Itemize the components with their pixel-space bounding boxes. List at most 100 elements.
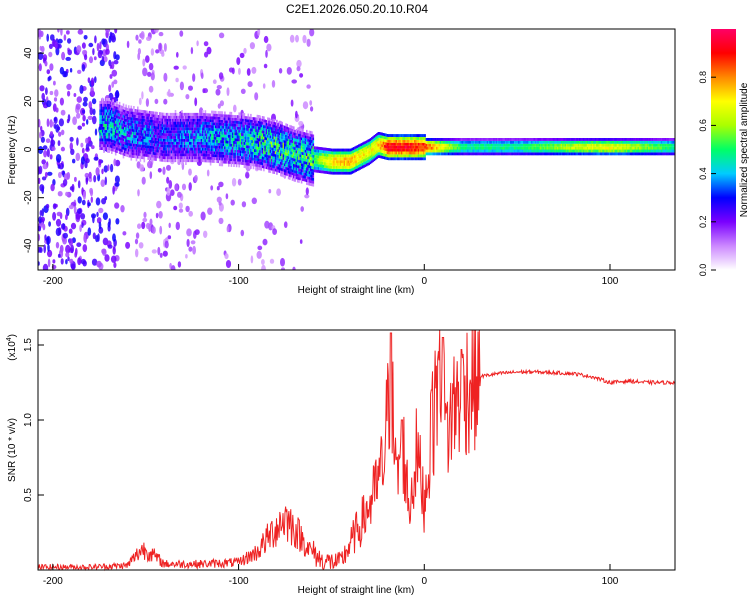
heatmap-ridge-cell (108, 124, 110, 127)
heatmap-ridge-cell (287, 159, 290, 162)
heatmap-ridge-cell (525, 143, 528, 147)
heatmap-ridge-cell (216, 125, 218, 129)
heatmap-ridge-cell (454, 146, 456, 150)
heatmap-ridge-cell (125, 104, 127, 108)
heatmap-ridge-cell (381, 141, 383, 145)
heatmap-noise-cell (159, 252, 163, 258)
heatmap-ridge-cell (307, 136, 309, 139)
heatmap-ridge-cell (208, 113, 211, 117)
heatmap-ridge-cell (163, 159, 165, 162)
heatmap-ridge-cell (111, 136, 113, 140)
heatmap-ridge-cell (222, 134, 225, 138)
heatmap-ridge-cell (204, 139, 207, 142)
heatmap-ridge-cell (151, 122, 153, 126)
heatmap-ridge-cell (287, 144, 290, 148)
heatmap-ridge-cell (360, 146, 363, 149)
heatmap-ridge-cell (209, 156, 212, 160)
heatmap-ridge-cell (150, 137, 152, 140)
heatmap-ridge-cell (420, 151, 422, 155)
heatmap-ridge-cell (361, 165, 364, 169)
heatmap-ridge-cell (320, 167, 322, 171)
heatmap-ridge-cell (213, 131, 216, 134)
heatmap-ridge-cell (130, 125, 133, 129)
heatmap-ridge-cell (289, 142, 291, 146)
heatmap-ridge-cell (118, 133, 121, 137)
heatmap-ridge-cell (498, 152, 500, 156)
heatmap-ridge-cell (117, 127, 120, 131)
heatmap-ridge-cell (130, 151, 133, 155)
heatmap-ridge-cell (402, 139, 404, 143)
heatmap-ridge-cell (133, 146, 135, 150)
heatmap-ridge-cell (322, 167, 325, 171)
heatmap-ridge-cell (456, 138, 459, 141)
heatmap-ridge-cell (212, 142, 214, 146)
heatmap-ridge-cell (247, 119, 250, 123)
heatmap-ridge-cell (238, 155, 240, 159)
heatmap-ridge-cell (222, 140, 225, 144)
heatmap-ridge-cell (261, 139, 264, 143)
heatmap-ridge-cell (238, 144, 240, 148)
heatmap-ridge-cell (129, 137, 131, 141)
heatmap-ridge-cell (308, 136, 311, 140)
heatmap-ridge-cell (312, 175, 315, 178)
heatmap-ridge-cell (255, 132, 257, 135)
heatmap-noise-cell (203, 230, 208, 238)
heatmap-ridge-cell (346, 157, 348, 161)
heatmap-ridge-cell (536, 140, 538, 144)
heatmap-ridge-cell (165, 118, 168, 122)
heatmap-ridge-cell (107, 112, 109, 116)
heatmap-ridge-cell (319, 149, 321, 153)
heatmap-ridge-cell (333, 154, 335, 158)
heatmap-ridge-cell (109, 104, 112, 108)
heatmap-ridge-cell (221, 143, 224, 146)
heatmap-ridge-cell (124, 121, 126, 125)
heatmap-ridge-cell (433, 149, 435, 153)
heatmap-ridge-cell (153, 149, 156, 153)
heatmap-ridge-cell (185, 147, 187, 151)
heatmap-noise-cell (302, 101, 309, 110)
heatmap-noise-cell (54, 41, 58, 50)
heatmap-ridge-cell (192, 141, 195, 145)
heatmap-ridge-cell (421, 145, 424, 149)
heatmap-ridge-cell (282, 139, 285, 143)
heatmap-ridge-cell (454, 138, 456, 141)
heatmap-ridge-cell (254, 123, 256, 126)
heatmap-ridge-cell (251, 148, 253, 152)
heatmap-ridge-cell (267, 166, 269, 170)
heatmap-noise-cell (231, 67, 235, 75)
heatmap-ridge-cell (532, 146, 534, 150)
heatmap-ridge-cell (233, 138, 235, 141)
heatmap-ridge-cell (209, 130, 212, 134)
heatmap-ridge-cell (285, 137, 287, 141)
heatmap-ridge-cell (155, 129, 157, 132)
heatmap-noise-cell (79, 84, 84, 94)
heatmap-ridge-cell (165, 127, 168, 131)
heatmap-ridge-cell (126, 131, 129, 134)
heatmap-ridge-cell (408, 154, 411, 158)
heatmap-noise-cell (38, 63, 42, 72)
heatmap-ridge-cell (252, 134, 255, 138)
heatmap-ridge-cell (121, 140, 123, 144)
heatmap-ridge-cell (187, 130, 190, 134)
heatmap-ridge-cell (549, 152, 551, 156)
heatmap-ridge-cell (259, 135, 261, 139)
heatmap-ridge-cell (360, 148, 363, 152)
heatmap-ridge-cell (231, 120, 234, 124)
heatmap-ridge-cell (338, 163, 341, 166)
heatmap-ridge-cell (156, 123, 159, 127)
heatmap-ridge-cell (199, 124, 201, 128)
heatmap-ridge-cell (192, 121, 195, 125)
heatmap-ridge-cell (100, 129, 103, 133)
heatmap-ridge-cell (195, 136, 198, 139)
heatmap-ridge-cell (434, 143, 437, 147)
heatmap-ridge-cell (131, 111, 134, 115)
heatmap-ridge-cell (108, 121, 110, 124)
heatmap-ridge-cell (299, 162, 302, 166)
heatmap-ridge-cell (333, 171, 335, 175)
heatmap-ridge-cell (256, 146, 259, 150)
heatmap-ridge-cell (224, 157, 226, 161)
heatmap-ridge-cell (533, 152, 536, 156)
heatmap-ridge-cell (178, 121, 181, 125)
heatmap-ridge-cell (411, 145, 413, 149)
heatmap-ridge-cell (404, 137, 407, 140)
